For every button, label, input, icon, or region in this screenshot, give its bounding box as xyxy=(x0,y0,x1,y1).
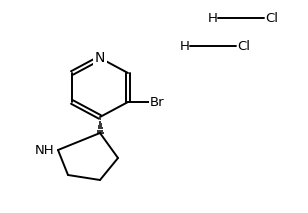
Text: N: N xyxy=(95,51,105,65)
Text: Cl: Cl xyxy=(237,39,250,52)
Text: H: H xyxy=(208,12,218,24)
Text: H: H xyxy=(180,39,190,52)
Text: Br: Br xyxy=(150,95,164,108)
Text: NH: NH xyxy=(34,144,54,157)
Text: Cl: Cl xyxy=(265,12,278,24)
